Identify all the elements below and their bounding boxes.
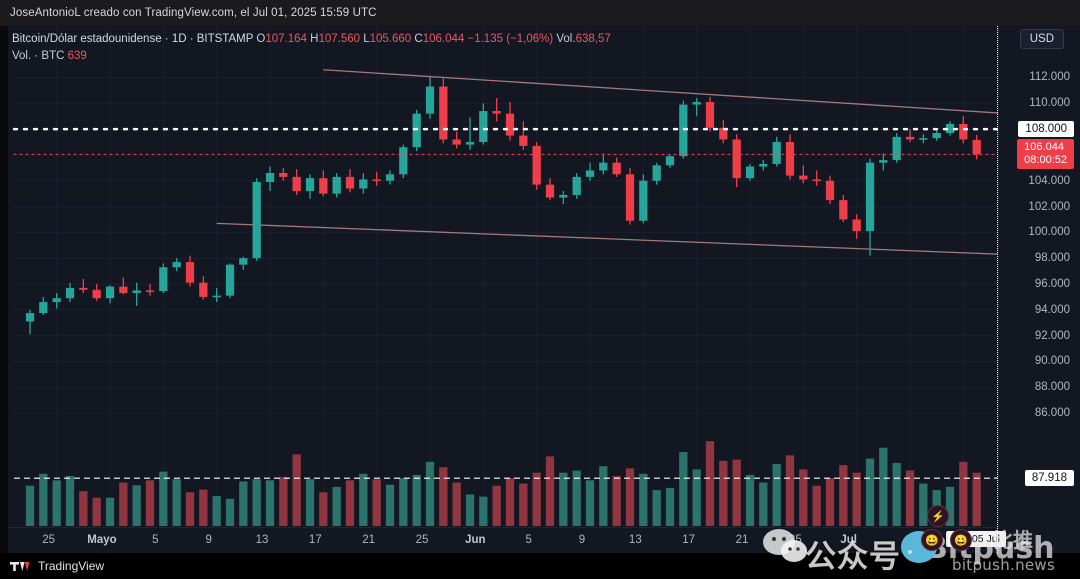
chart-legend: Bitcoin/Dólar estadounidense · 1D · BITS…: [12, 32, 611, 64]
price-tick-88000: 88.000: [1034, 381, 1070, 394]
tradingview-logo-icon: [10, 561, 30, 571]
footer-brand: TradingView: [38, 559, 105, 573]
price-axis-separator: [997, 26, 998, 553]
price-tick-98000: 98.000: [1034, 252, 1070, 265]
legend-vol-label: Vol.: [556, 33, 576, 45]
time-axis[interactable]: 25 Mayo 5 9 13 17 21 25 Jun 5 9 13 17 21 25 Jul sáb 05 J…: [8, 527, 1006, 553]
reaction-face-icon-1[interactable]: 😀: [921, 529, 943, 551]
legend-volume-row: Vol. · BTC 639: [12, 49, 611, 64]
price-tick-100000: 100.000: [1028, 226, 1070, 239]
chart-frame: Bitcoin/Dólar estadounidense · 1D · BITS…: [0, 26, 1080, 575]
legend-open-label: O: [256, 33, 266, 45]
price-tick-110000: 110.000: [1029, 97, 1070, 110]
legend-symbol-row: Bitcoin/Dólar estadounidense · 1D · BITS…: [12, 32, 611, 47]
time-tick-9: 9: [205, 534, 212, 546]
time-tick-25: 25: [415, 534, 429, 546]
legend-change: −1.135 (−1,06%): [467, 33, 554, 45]
chart-plot-area[interactable]: [8, 26, 1080, 553]
time-tick-17: 17: [308, 534, 322, 546]
time-tick-Jun: Jun: [465, 534, 486, 546]
price-tick-92000: 92.000: [1034, 329, 1070, 342]
price-tick-96000: 96.000: [1034, 278, 1070, 290]
time-tick-5: 5: [152, 534, 159, 546]
currency-chip[interactable]: USD: [1019, 29, 1064, 49]
footer-bar: TradingView: [0, 553, 1080, 579]
candlestick-canvas: [12, 26, 1080, 527]
time-tick-21: 21: [735, 534, 749, 546]
legend-volume-study: Vol. · BTC: [12, 50, 65, 62]
price-tick-102000: 102.000: [1028, 200, 1070, 213]
last-price-countdown: 08:00:52: [1024, 154, 1067, 167]
left-gutter: [0, 26, 8, 553]
legend-high-value: 107.560: [318, 33, 361, 45]
volume-average-badge[interactable]: 87.918: [1024, 470, 1074, 487]
last-price-value: 106.044: [1024, 141, 1064, 154]
price-tick-104000: 104.000: [1028, 174, 1070, 187]
price-level-chip-108000[interactable]: 108.000: [1018, 121, 1074, 138]
legend-vol-value: 638,57: [575, 33, 611, 45]
time-tick-25: 25: [788, 534, 802, 546]
price-tick-94000: 94.000: [1034, 303, 1070, 316]
legend-close-label: C: [414, 33, 423, 45]
legend-low-value: 105.660: [369, 33, 412, 45]
legend-symbol: Bitcoin/Dólar estadounidense · 1D · BITS…: [12, 33, 254, 45]
legend-low-label: L: [363, 33, 370, 45]
price-tick-112000: 112.000: [1029, 71, 1070, 84]
price-axis[interactable]: USD 112.000 110.000 108.000 104.000 102.000 1…: [998, 26, 1080, 553]
time-tick-17: 17: [682, 534, 696, 546]
price-tick-90000: 90.000: [1034, 355, 1070, 368]
time-tick-13: 13: [255, 534, 269, 546]
time-tick-Jul: Jul: [840, 534, 857, 546]
legend-open-value: 107.164: [265, 33, 307, 45]
legend-high-label: H: [310, 33, 319, 45]
attribution-bar: JoseAntonioL creado con TradingView.com,…: [0, 0, 1080, 26]
time-tick-Mayo: Mayo: [87, 534, 117, 546]
time-tick-9: 9: [578, 534, 586, 546]
last-price-badge[interactable]: 106.044 08:00:52: [1017, 139, 1074, 170]
time-tick-21: 21: [362, 534, 376, 546]
reaction-bolt-icon[interactable]: ⚡: [927, 505, 949, 527]
time-tick-25: 25: [42, 534, 56, 546]
time-tick-13: 13: [628, 534, 642, 546]
legend-volume-study-value: 639: [67, 50, 87, 62]
legend-close-value: 106.044: [422, 33, 465, 45]
reaction-face-icon-2[interactable]: 😀: [950, 529, 972, 551]
price-tick-86000: 86.000: [1034, 407, 1070, 420]
time-tick-5: 5: [525, 534, 532, 546]
